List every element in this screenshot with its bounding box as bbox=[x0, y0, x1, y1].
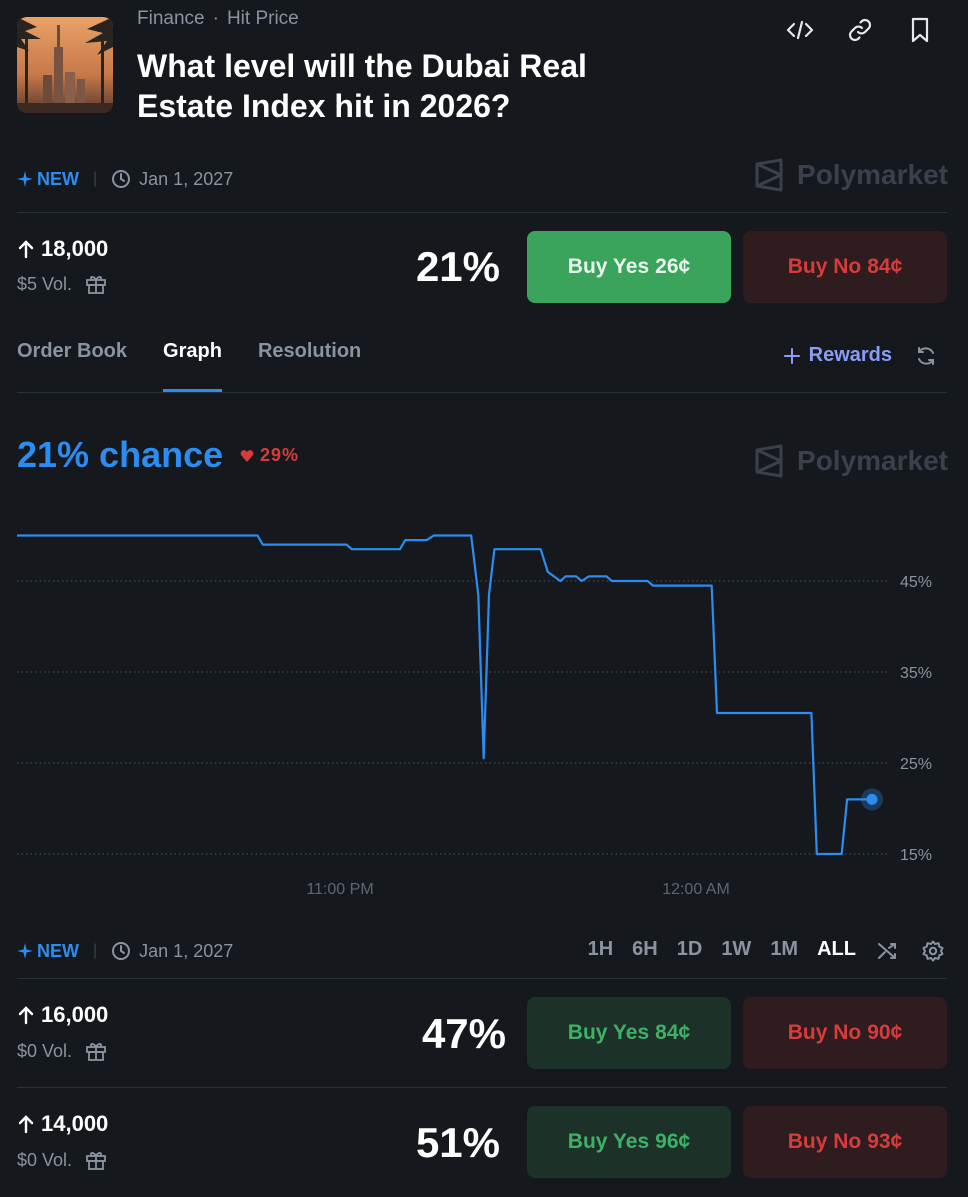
market-percent: 21% bbox=[415, 243, 500, 290]
x-tick-label: 11:00 PM bbox=[306, 881, 373, 898]
refresh-icon[interactable] bbox=[914, 344, 938, 368]
polymarket-logo-icon bbox=[755, 444, 783, 478]
sparkle-icon bbox=[17, 943, 33, 959]
clock-icon bbox=[112, 942, 131, 960]
divider bbox=[17, 1087, 947, 1088]
settings-icon[interactable] bbox=[921, 939, 945, 963]
embed-code-icon[interactable] bbox=[784, 14, 816, 46]
breadcrumb-category[interactable]: Finance bbox=[137, 8, 205, 29]
link-icon[interactable] bbox=[844, 14, 876, 46]
graph-watermark: Polymarket bbox=[753, 444, 948, 478]
buy-no-button[interactable]: Buy No 90¢ bbox=[743, 997, 947, 1069]
end-date: Jan 1, 2027 bbox=[111, 941, 233, 962]
range-1w[interactable]: 1W bbox=[721, 938, 752, 960]
buy-yes-button[interactable]: Buy Yes 26¢ bbox=[527, 231, 731, 303]
price-chart[interactable]: 45% 35% 25% 15% 11:00 PM 12:00 AM bbox=[0, 500, 968, 910]
y-tick-label: 35% bbox=[900, 665, 932, 682]
rewards-button[interactable]: Rewards bbox=[783, 344, 892, 367]
chance-delta: 29% bbox=[240, 445, 299, 466]
series-line bbox=[17, 534, 872, 856]
market-meta: NEW | Jan 1, 2027 bbox=[17, 166, 233, 192]
range-6h[interactable]: 6H bbox=[632, 938, 658, 960]
divider bbox=[17, 978, 947, 979]
chance-value: 21% chance bbox=[17, 434, 224, 475]
polymarket-watermark: Polymarket bbox=[753, 158, 948, 192]
range-1h[interactable]: 1H bbox=[587, 938, 614, 960]
buy-yes-button[interactable]: Buy Yes 84¢ bbox=[527, 997, 731, 1069]
tab-order-book[interactable]: Order Book bbox=[17, 340, 128, 362]
buy-yes-button[interactable]: Buy Yes 96¢ bbox=[527, 1106, 731, 1178]
breadcrumb: Finance · Hit Price bbox=[137, 8, 299, 30]
y-tick-label: 25% bbox=[900, 756, 932, 773]
end-date: Jan 1, 2027 bbox=[111, 169, 233, 190]
arrow-up-icon bbox=[18, 240, 34, 259]
breadcrumb-subcategory[interactable]: Hit Price bbox=[226, 8, 299, 29]
gift-icon bbox=[86, 1043, 106, 1061]
range-1d[interactable]: 1D bbox=[676, 938, 703, 960]
market-percent: 47% bbox=[421, 1010, 506, 1057]
page-title: What level will the Dubai Real Estate In… bbox=[137, 48, 587, 124]
shuffle-icon[interactable] bbox=[876, 939, 900, 963]
buy-no-button[interactable]: Buy No 84¢ bbox=[743, 231, 947, 303]
clock-icon bbox=[112, 170, 131, 188]
range-all[interactable]: ALL bbox=[817, 938, 856, 960]
new-badge: NEW bbox=[17, 941, 79, 962]
tab-resolution[interactable]: Resolution bbox=[257, 340, 362, 362]
buy-no-button[interactable]: Buy No 93¢ bbox=[743, 1106, 947, 1178]
meta-divider: | bbox=[93, 942, 98, 959]
gift-icon bbox=[86, 276, 106, 294]
breadcrumb-separator: · bbox=[212, 8, 219, 29]
market-volume: $0 Vol. bbox=[17, 1039, 108, 1063]
new-badge: NEW bbox=[17, 169, 79, 190]
bookmark-icon[interactable] bbox=[904, 14, 936, 46]
plus-icon bbox=[783, 347, 800, 364]
market-level: 16,000 bbox=[17, 1002, 108, 1028]
market-level: 18,000 bbox=[17, 236, 108, 262]
time-range-selector: 1H 6H 1D 1W 1M ALL bbox=[588, 938, 856, 961]
meta-divider: | bbox=[93, 170, 98, 187]
y-tick-label: 15% bbox=[900, 847, 932, 864]
range-1m[interactable]: 1M bbox=[770, 938, 799, 960]
current-point bbox=[866, 793, 878, 805]
y-tick-label: 45% bbox=[900, 574, 932, 591]
divider bbox=[17, 212, 947, 213]
gift-icon bbox=[86, 1152, 106, 1170]
market-percent: 51% bbox=[415, 1119, 500, 1166]
tab-graph[interactable]: Graph bbox=[163, 340, 222, 392]
x-tick-label: 12:00 AM bbox=[662, 881, 730, 898]
market-volume: $0 Vol. bbox=[17, 1148, 108, 1172]
tab-bar: Order Book Graph Resolution bbox=[17, 340, 361, 392]
arrow-up-icon bbox=[18, 1115, 34, 1134]
heart-down-icon bbox=[240, 449, 254, 462]
market-meta-secondary: NEW | Jan 1, 2027 bbox=[17, 938, 233, 964]
divider bbox=[17, 392, 947, 393]
market-thumbnail bbox=[17, 17, 113, 113]
sparkle-icon bbox=[17, 171, 33, 187]
polymarket-logo-icon bbox=[755, 158, 783, 192]
arrow-up-icon bbox=[18, 1006, 34, 1025]
market-level: 14,000 bbox=[17, 1111, 108, 1137]
market-volume: $5 Vol. bbox=[17, 272, 108, 296]
